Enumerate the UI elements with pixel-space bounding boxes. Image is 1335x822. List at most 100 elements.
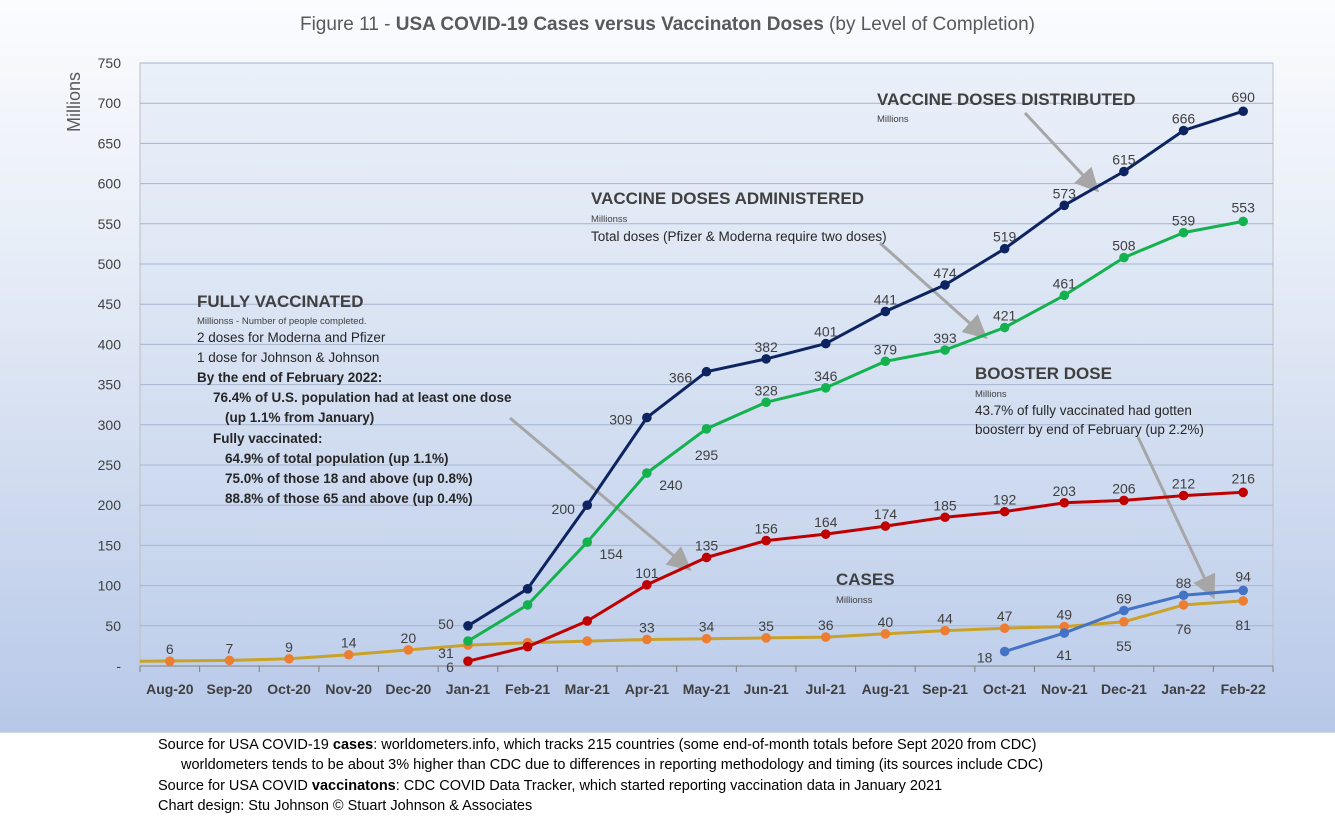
fully-bold-6: 75.0% of those 18 and above (up 0.8%) bbox=[225, 471, 473, 486]
chart-frame bbox=[0, 0, 1335, 733]
fully-bold-2: 76.4% of U.S. population had at least on… bbox=[213, 390, 512, 405]
point-distributed bbox=[1238, 106, 1248, 117]
x-tick-label: Aug-20 bbox=[146, 681, 194, 697]
point-cases bbox=[284, 653, 294, 664]
y-tick-label: 50 bbox=[105, 618, 121, 634]
point-distributed bbox=[642, 412, 652, 423]
point-booster bbox=[1119, 495, 1129, 506]
administered-arrow bbox=[879, 241, 988, 339]
point-fully bbox=[999, 646, 1010, 657]
data-label-booster: 216 bbox=[1232, 470, 1256, 486]
x-tick-label: Sep-20 bbox=[206, 681, 252, 697]
data-label-administered: 379 bbox=[874, 341, 898, 357]
data-label-cases: 44 bbox=[937, 611, 953, 627]
point-cases bbox=[403, 645, 414, 655]
administered-note: Total doses (Pfizer & Moderna require tw… bbox=[591, 229, 887, 244]
cases-unit: Millionss bbox=[836, 595, 873, 606]
data-label-cases: 33 bbox=[639, 619, 655, 635]
y-tick-label: 400 bbox=[98, 336, 122, 352]
point-administered bbox=[940, 345, 950, 355]
point-administered bbox=[999, 322, 1010, 333]
y-tick-label: 500 bbox=[98, 256, 122, 272]
point-administered bbox=[761, 397, 771, 408]
point-distributed bbox=[582, 500, 593, 511]
data-label-administered: 295 bbox=[695, 447, 719, 463]
data-label-administered: 346 bbox=[814, 368, 838, 384]
point-administered bbox=[1238, 216, 1248, 227]
distributed-unit: Millions bbox=[877, 114, 909, 125]
fully-bold-7: 88.8% of those 65 and above (up 0.4%) bbox=[225, 491, 473, 506]
title-suffix: (by Level of Completion) bbox=[823, 14, 1035, 35]
x-tick-label: Feb-22 bbox=[1221, 681, 1266, 697]
point-distributed bbox=[820, 338, 831, 349]
source-vacc-b: vaccinatons bbox=[311, 778, 396, 794]
data-label-cases: 35 bbox=[758, 618, 774, 634]
point-administered bbox=[642, 468, 652, 478]
annotation-arrows bbox=[509, 111, 1216, 600]
administered-unit: Millionss bbox=[591, 214, 628, 225]
series-line-booster bbox=[467, 490, 1244, 663]
x-tick-label: Dec-21 bbox=[1101, 681, 1147, 697]
source-cases: Source for USA COVID-19 cases: worldomet… bbox=[158, 737, 1036, 753]
point-cases bbox=[165, 656, 175, 666]
data-label-cases: 34 bbox=[699, 619, 715, 635]
point-booster bbox=[463, 656, 473, 666]
data-label-cases: 36 bbox=[818, 617, 834, 633]
point-booster bbox=[522, 641, 533, 652]
series-line-distributed bbox=[467, 109, 1244, 628]
data-labels: 6 7 9 14 20 33 34 35 36 40 44 47 49 55 76 81 18 41 69 88 94 6… bbox=[166, 89, 1255, 675]
point-distributed bbox=[940, 280, 950, 290]
x-tick-label: Dec-20 bbox=[385, 681, 431, 697]
y-tick-label: 300 bbox=[98, 417, 122, 433]
series-line-administered bbox=[467, 219, 1244, 643]
point-distributed bbox=[1119, 166, 1129, 177]
fully-bold-3: (up 1.1% from January) bbox=[225, 410, 374, 425]
y-tick-label: 650 bbox=[98, 135, 122, 151]
point-administered bbox=[463, 636, 473, 646]
point-fully bbox=[1178, 590, 1189, 601]
data-label-distributed: 366 bbox=[669, 370, 693, 386]
chart-plot: -501001502002503003504004505005506006507… bbox=[64, 55, 1274, 697]
x-tick-label: Nov-21 bbox=[1041, 681, 1088, 697]
booster-unit: Millions bbox=[975, 389, 1007, 400]
data-label-booster: 203 bbox=[1053, 483, 1077, 499]
source-cases-a: Source for USA COVID-19 bbox=[158, 737, 333, 753]
source-cases-c: : worldometers.info, which tracks 215 co… bbox=[373, 737, 1037, 753]
data-label-cases: 49 bbox=[1057, 607, 1073, 623]
point-booster bbox=[642, 579, 652, 590]
point-cases bbox=[761, 633, 771, 643]
data-label-administered: 421 bbox=[993, 308, 1017, 324]
booster-line-2: boosterr by end of February (up 2.2%) bbox=[975, 422, 1204, 437]
point-cases bbox=[224, 655, 235, 666]
data-label-booster: 185 bbox=[933, 497, 957, 513]
data-label-distributed: 690 bbox=[1232, 89, 1256, 105]
data-label-cases: 14 bbox=[341, 635, 357, 651]
data-label-cases: 6 bbox=[166, 641, 174, 657]
point-administered bbox=[820, 383, 831, 393]
data-label-cases: 81 bbox=[1235, 617, 1251, 633]
title-prefix: Figure 11 - bbox=[299, 14, 396, 35]
data-label-cases: 40 bbox=[878, 614, 894, 630]
x-axis: Aug-20 Sep-20 Oct-20 Nov-20 Dec-20 Jan-21 Feb-… bbox=[139, 665, 1274, 697]
data-label-distributed: 200 bbox=[552, 501, 576, 517]
fully-bold-4: Fully vaccinated: bbox=[213, 431, 323, 446]
y-tick-label: 150 bbox=[98, 537, 122, 553]
data-label-administered: 393 bbox=[933, 330, 957, 346]
data-label-fully: 94 bbox=[1235, 568, 1251, 584]
data-label-distributed: 474 bbox=[933, 265, 957, 281]
point-booster bbox=[582, 616, 593, 626]
point-fully bbox=[1238, 585, 1248, 596]
data-label-cases: 7 bbox=[226, 640, 234, 656]
y-tick-label: 550 bbox=[98, 216, 122, 232]
point-cases bbox=[343, 649, 354, 660]
point-distributed bbox=[522, 584, 533, 594]
point-cases bbox=[642, 634, 652, 645]
y-tick-label: 450 bbox=[98, 296, 122, 312]
x-tick-label: Jul-21 bbox=[806, 681, 847, 697]
data-label-cases: 9 bbox=[285, 639, 293, 655]
fully-arrow bbox=[509, 416, 692, 571]
administered-title: VACCINE DOSES ADMINISTERED bbox=[591, 189, 864, 208]
chart-title: Figure 11 - USA COVID-19 Cases versus Va… bbox=[0, 14, 1335, 36]
fully-bold-5: 64.9% of total population (up 1.1%) bbox=[225, 451, 449, 466]
booster-line-1: 43.7% of fully vaccinated had gotten bbox=[975, 403, 1192, 418]
